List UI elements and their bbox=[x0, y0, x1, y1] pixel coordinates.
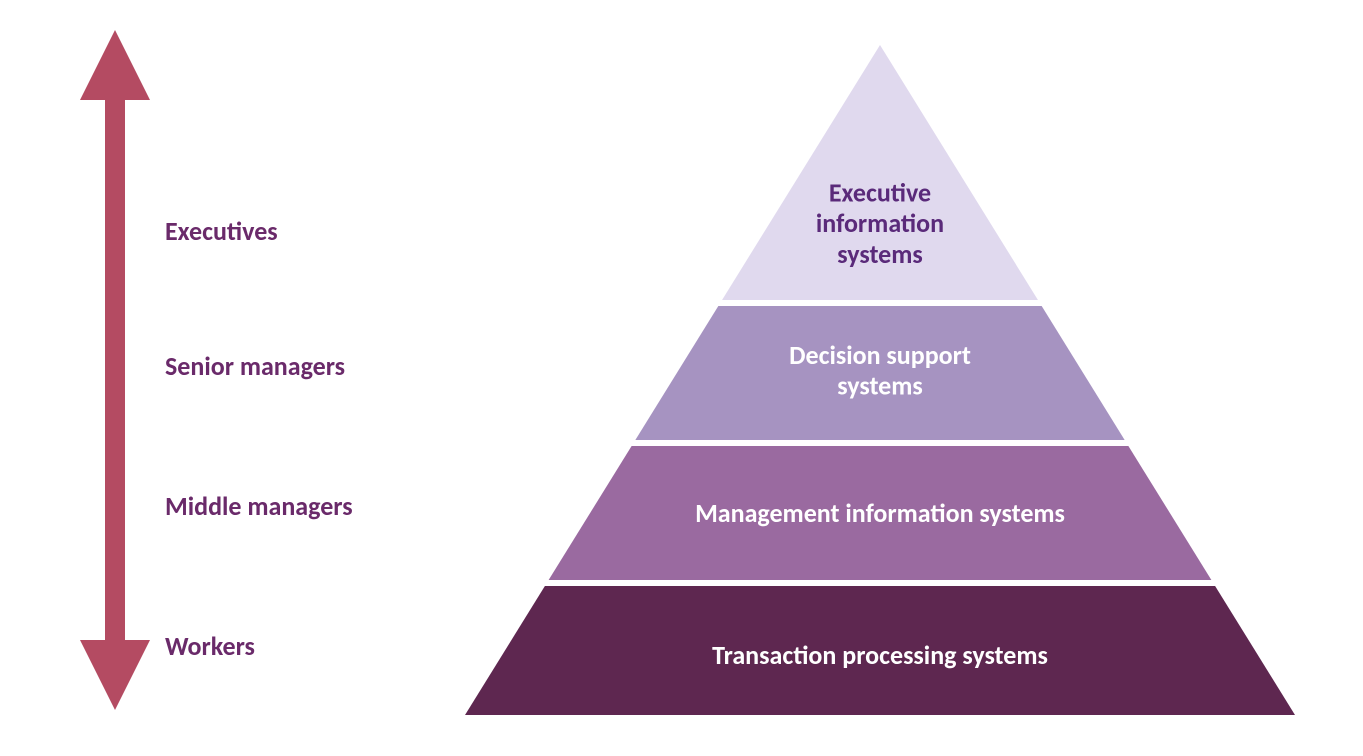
vertical-arrow bbox=[80, 30, 150, 710]
pyramid-level-text-2: Management information systems bbox=[695, 497, 1065, 529]
double-arrow-icon bbox=[80, 30, 150, 710]
arrow-svg bbox=[80, 30, 150, 710]
pyramid-level-text-3: Transaction processing systems bbox=[712, 639, 1048, 671]
label-senior-managers: Senior managers bbox=[165, 350, 345, 382]
pyramid-svg: ExecutiveinformationsystemsDecision supp… bbox=[460, 45, 1300, 725]
label-middle-managers: Middle managers bbox=[165, 490, 353, 522]
label-workers: Workers bbox=[165, 630, 255, 662]
diagram-container: Executives Senior managers Middle manage… bbox=[0, 0, 1363, 756]
label-executives: Executives bbox=[165, 215, 278, 247]
pyramid: ExecutiveinformationsystemsDecision supp… bbox=[460, 45, 1300, 725]
role-labels-column: Executives Senior managers Middle manage… bbox=[165, 0, 445, 756]
